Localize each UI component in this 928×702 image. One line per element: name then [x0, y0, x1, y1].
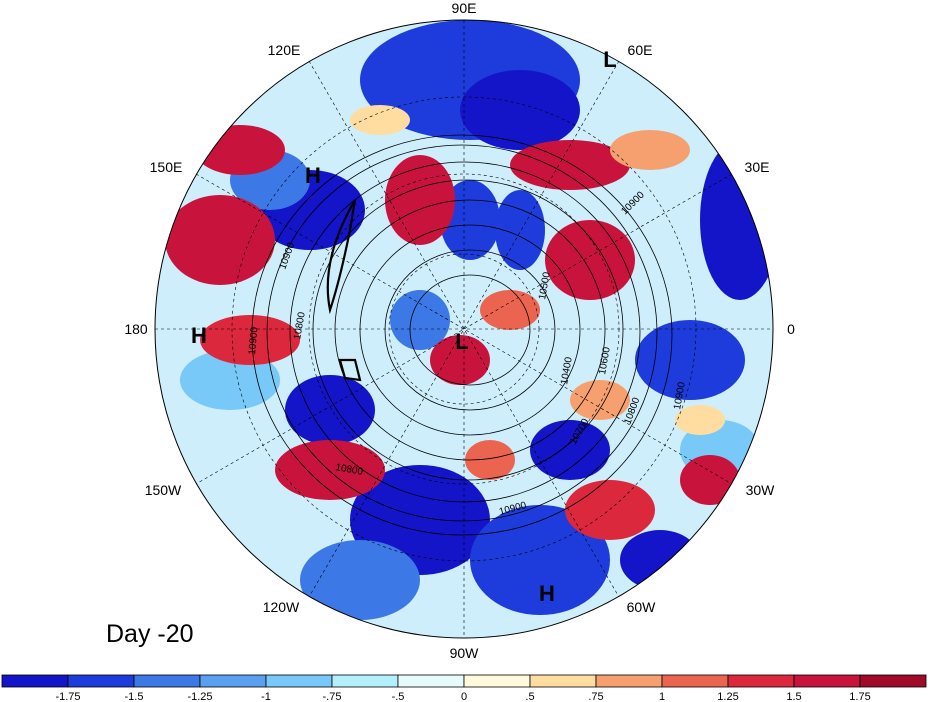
contour-label: 10900	[247, 326, 260, 355]
lon-label-30w: 30W	[746, 482, 776, 498]
colorbar-tick-label: .75	[588, 691, 603, 702]
colorbar-box	[199, 674, 267, 688]
lon-label-120e: 120E	[268, 42, 301, 58]
contour-label: 10400	[559, 356, 575, 386]
colorbar-tick-label: -.5	[392, 691, 405, 702]
colorbar-box	[1, 674, 69, 688]
colorbar-box	[793, 674, 861, 688]
lon-label-180: 180	[124, 321, 148, 337]
low-center: L	[455, 329, 468, 354]
contour-label: 10500	[537, 271, 553, 301]
colorbar-box	[67, 674, 135, 688]
high-center: H	[191, 323, 207, 348]
colorbar-box	[727, 674, 795, 688]
colorbar-tick-labels: -1.75 -1.5 -1.25 -1 -.75 -.5 0 .5 .75 1 1.25 1.5 1.7…	[55, 691, 870, 702]
lon-label-30e: 30E	[745, 159, 770, 175]
contour-label: 10600	[597, 346, 613, 376]
lon-label-60e: 60E	[628, 42, 653, 58]
colorbar-tick-label: 1.25	[717, 691, 738, 702]
high-center: H	[539, 581, 555, 606]
colorbar-box	[397, 674, 465, 688]
contour-label: 10900	[672, 381, 688, 411]
lon-label-120w: 120W	[263, 599, 300, 615]
high-center: H	[305, 163, 321, 188]
longitude-labels: 90E 120E 60E 150E 30E 180 0 150W 30W 120…	[124, 0, 795, 661]
lon-label-90w: 90W	[450, 645, 480, 661]
colorbar-box	[859, 674, 927, 688]
contour-label: 10800	[334, 462, 364, 478]
pressure-centers: H L H L H	[191, 47, 617, 606]
colorbar: -1.75 -1.5 -1.25 -1 -.75 -.5 0 .5 .75 1 1.25 1.5 1.7…	[1, 674, 927, 702]
lon-label-90e: 90E	[452, 0, 477, 16]
colorbar-tick-label: .5	[525, 691, 534, 702]
lon-label-0: 0	[787, 321, 795, 337]
graticule	[155, 20, 773, 638]
colorbar-tick-label: -1.5	[125, 691, 144, 702]
colorbar-box	[661, 674, 729, 688]
colorbar-box	[331, 674, 399, 688]
colorbar-tick-label: 1.75	[849, 691, 870, 702]
colorbar-tick-label: 1	[659, 691, 665, 702]
contour-label: 10800	[292, 311, 308, 341]
colorbar-box	[133, 674, 201, 688]
colorbar-box	[529, 674, 597, 688]
day-label: Day -20	[106, 620, 194, 648]
colorbar-tick-label: -1	[261, 691, 271, 702]
low-center: L	[603, 47, 616, 72]
colorbar-tick-label: 0	[461, 691, 467, 702]
lon-label-60w: 60W	[627, 599, 657, 615]
colorbar-tick-label: -1.75	[55, 691, 80, 702]
colorbar-tick-label: 1.5	[786, 691, 801, 702]
lon-label-150e: 150E	[150, 159, 183, 175]
lon-label-150w: 150W	[145, 482, 182, 498]
height-contours	[251, 134, 673, 536]
map-boundary	[154, 19, 774, 639]
colorbar-tick-label: -1.25	[187, 691, 212, 702]
colorbar-boxes	[1, 674, 927, 688]
colorbar-box	[265, 674, 333, 688]
colorbar-box	[463, 674, 531, 688]
colorbar-box	[595, 674, 663, 688]
colorbar-tick-label: -.75	[323, 691, 342, 702]
bold-contours	[326, 199, 362, 382]
